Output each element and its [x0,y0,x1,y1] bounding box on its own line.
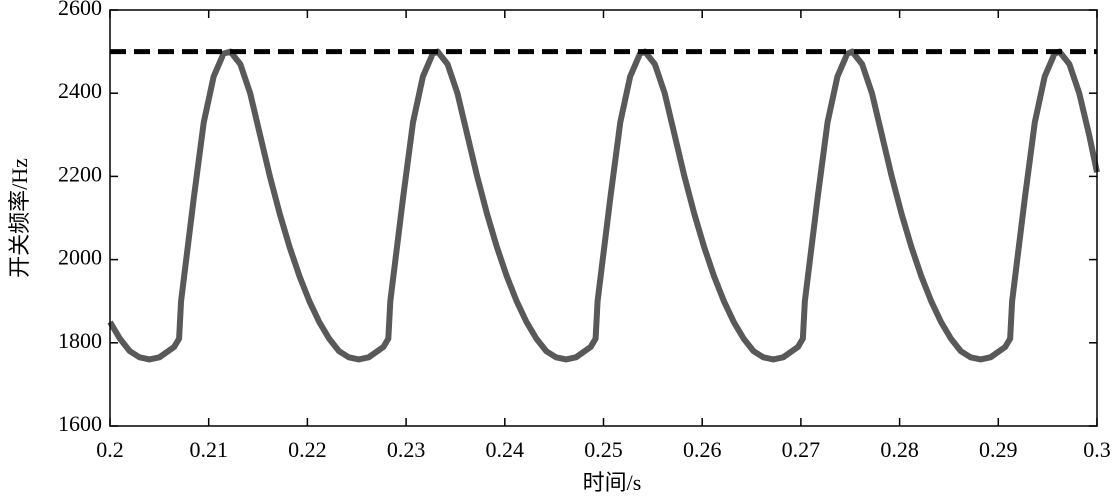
x-tick-label: 0.22 [288,437,327,462]
y-tick-label: 1600 [58,411,102,436]
y-tick-label: 2400 [58,78,102,103]
x-tick-label: 0.26 [683,437,722,462]
x-tick-label: 0.21 [189,437,228,462]
x-tick-label: 0.2 [96,437,124,462]
x-tick-label: 0.23 [387,437,426,462]
x-tick-label: 0.3 [1083,437,1111,462]
x-tick-label: 0.28 [880,437,919,462]
y-tick-label: 2200 [58,161,102,186]
plot-frame [109,9,1098,427]
data-line [107,48,1100,363]
y-axis-label: 开关频率/Hz [7,158,32,278]
y-tick-label: 2600 [58,0,102,20]
x-tick-label: 0.29 [979,437,1018,462]
y-tick-label: 1800 [58,328,102,353]
x-tick-label: 0.24 [486,437,525,462]
x-axis-label: 时间/s [583,470,642,495]
y-tick-label: 2000 [58,245,102,270]
x-tick-label: 0.27 [782,437,821,462]
x-tick-label: 0.25 [584,437,623,462]
